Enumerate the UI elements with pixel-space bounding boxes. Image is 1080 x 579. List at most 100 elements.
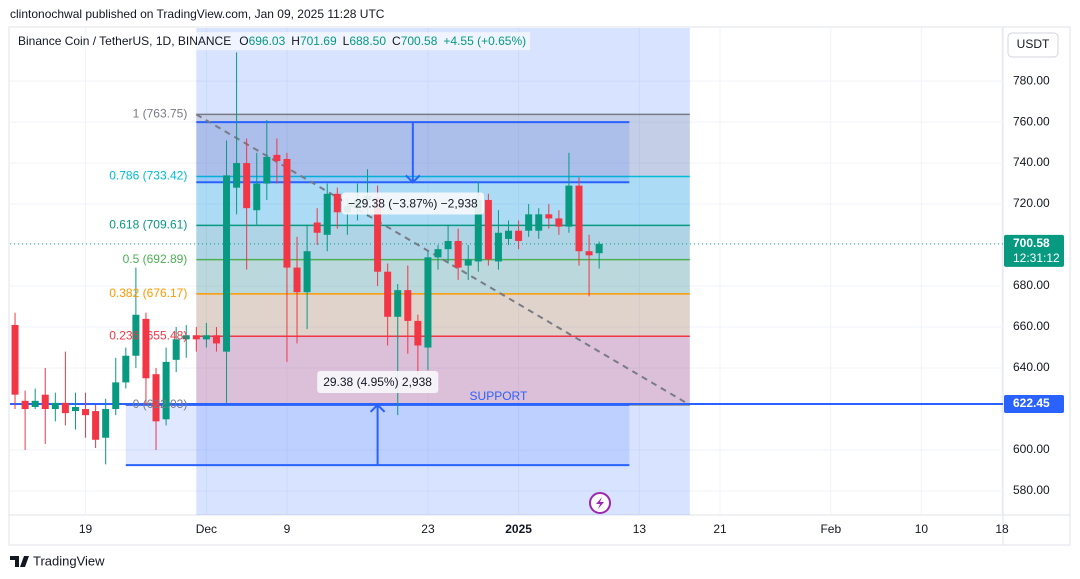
change: +4.55 (+0.65%) xyxy=(443,34,526,48)
fib-label: 0.382 (676.17) xyxy=(109,286,187,300)
y-tick-label: 760.00 xyxy=(1013,114,1050,128)
plot-area: SUPPORT xyxy=(10,28,1003,515)
ohlc-prefix: L xyxy=(343,34,350,48)
candle-body xyxy=(585,251,593,256)
ohlc-value: 688.50 xyxy=(349,34,386,48)
symbol-title: Binance Coin / TetherUS, 1D, BINANCE xyxy=(18,34,231,48)
candle-body xyxy=(192,335,200,340)
candle-body xyxy=(595,243,603,254)
candle-body xyxy=(515,230,523,241)
candle-body xyxy=(434,249,442,258)
measure-label-bg xyxy=(341,192,485,215)
publisher: clintonochwal published on TradingView.c… xyxy=(10,7,385,21)
candle-body xyxy=(212,335,220,344)
candle-body xyxy=(404,290,412,321)
candle-body xyxy=(162,361,170,420)
ohlc-value: 701.69 xyxy=(300,34,337,48)
candle-body xyxy=(565,185,573,227)
candle-body xyxy=(535,214,543,231)
support-label: SUPPORT xyxy=(470,389,528,403)
ohlc-value: 700.58 xyxy=(401,34,438,48)
y-tick-label: 600.00 xyxy=(1013,442,1050,456)
date-range xyxy=(196,28,690,515)
candle-body xyxy=(102,409,110,438)
candle-body xyxy=(575,185,583,252)
candle-body xyxy=(11,324,19,395)
y-tick-label: 580.00 xyxy=(1013,483,1050,497)
candle-body xyxy=(61,402,69,414)
x-tick-label: 10 xyxy=(915,522,929,536)
tv-logo xyxy=(10,556,29,567)
candle-body xyxy=(464,259,472,266)
candle-body xyxy=(51,402,59,410)
candle-body xyxy=(384,271,392,317)
candle-body xyxy=(233,163,241,188)
y-tick-label: 680.00 xyxy=(1013,278,1050,292)
y-tick-label: 780.00 xyxy=(1013,73,1050,87)
lightning-icon[interactable] xyxy=(589,492,611,514)
fib-label: 0.786 (733.42) xyxy=(109,169,187,183)
candle-body xyxy=(122,355,130,383)
y-tick-label: 740.00 xyxy=(1013,155,1050,169)
candle-body xyxy=(494,232,502,262)
fib-label: 1 (763.75) xyxy=(133,107,188,121)
countdown: 12:31:12 xyxy=(1013,251,1060,265)
x-tick-label: 19 xyxy=(79,522,93,536)
x-tick-label: 18 xyxy=(995,522,1009,536)
x-tick-label: 2025 xyxy=(505,522,532,536)
fib-label: 0.618 (709.61) xyxy=(109,218,187,232)
measure-label: −29.38 (−3.87%) −2,938 xyxy=(348,196,478,210)
currency[interactable]: USDT xyxy=(1017,37,1050,51)
candle-body xyxy=(21,400,29,410)
x-tick-label: 13 xyxy=(633,522,647,536)
ohlc-prefix: H xyxy=(291,34,300,48)
last-price-value: 700.58 xyxy=(1013,236,1050,250)
last-price-badge xyxy=(1004,234,1064,267)
y-tick-label: 660.00 xyxy=(1013,319,1050,333)
candle-body xyxy=(545,214,553,219)
fib-label: 0.236 (655.48) xyxy=(109,328,187,342)
measure-label-bg xyxy=(317,371,439,394)
candle-body xyxy=(525,214,533,231)
candle-body xyxy=(313,222,321,233)
candle-body xyxy=(484,199,492,260)
ohlc-prefix: C xyxy=(392,34,401,48)
ohlc-prefix: O xyxy=(239,34,248,48)
candle-body xyxy=(474,199,482,262)
fib-band xyxy=(196,336,690,405)
candle-body xyxy=(71,406,79,412)
candle-body xyxy=(293,267,301,293)
tv-logo-mark xyxy=(10,556,29,567)
fib-band xyxy=(196,293,690,337)
fib-band xyxy=(196,225,690,260)
x-tick-label: Dec xyxy=(196,522,217,536)
fib-label: 0 (622.03) xyxy=(133,397,188,411)
candle-body xyxy=(41,394,49,410)
currency-box[interactable] xyxy=(1007,32,1059,58)
support-badge-value: 622.45 xyxy=(1013,396,1050,410)
support-badge xyxy=(1004,395,1064,414)
candle-body xyxy=(142,318,150,379)
candle-body xyxy=(424,257,432,348)
x-tick-label: 9 xyxy=(284,522,291,536)
fib-band xyxy=(196,114,690,177)
candle-body xyxy=(92,411,100,440)
icon-bolt[interactable] xyxy=(596,497,604,509)
candle-body xyxy=(172,339,180,360)
x-tick-label: Feb xyxy=(820,522,841,536)
fib-band xyxy=(196,259,690,294)
x-tick-label: 23 xyxy=(421,522,435,536)
trend-line xyxy=(195,113,691,406)
candle-body xyxy=(555,218,563,227)
candle-body xyxy=(223,175,231,352)
candle-body xyxy=(132,314,140,356)
candle-body xyxy=(444,240,452,250)
candle-body xyxy=(112,382,120,410)
candle-body xyxy=(31,400,39,407)
candle-body xyxy=(202,335,210,340)
candle-body xyxy=(374,197,382,272)
fib-label: 0.5 (692.89) xyxy=(123,252,188,266)
legend-header: Binance Coin / TetherUS, 1D, BINANCE O696… xyxy=(18,34,526,48)
measure-label: 29.38 (4.95%) 2,938 xyxy=(323,375,432,389)
